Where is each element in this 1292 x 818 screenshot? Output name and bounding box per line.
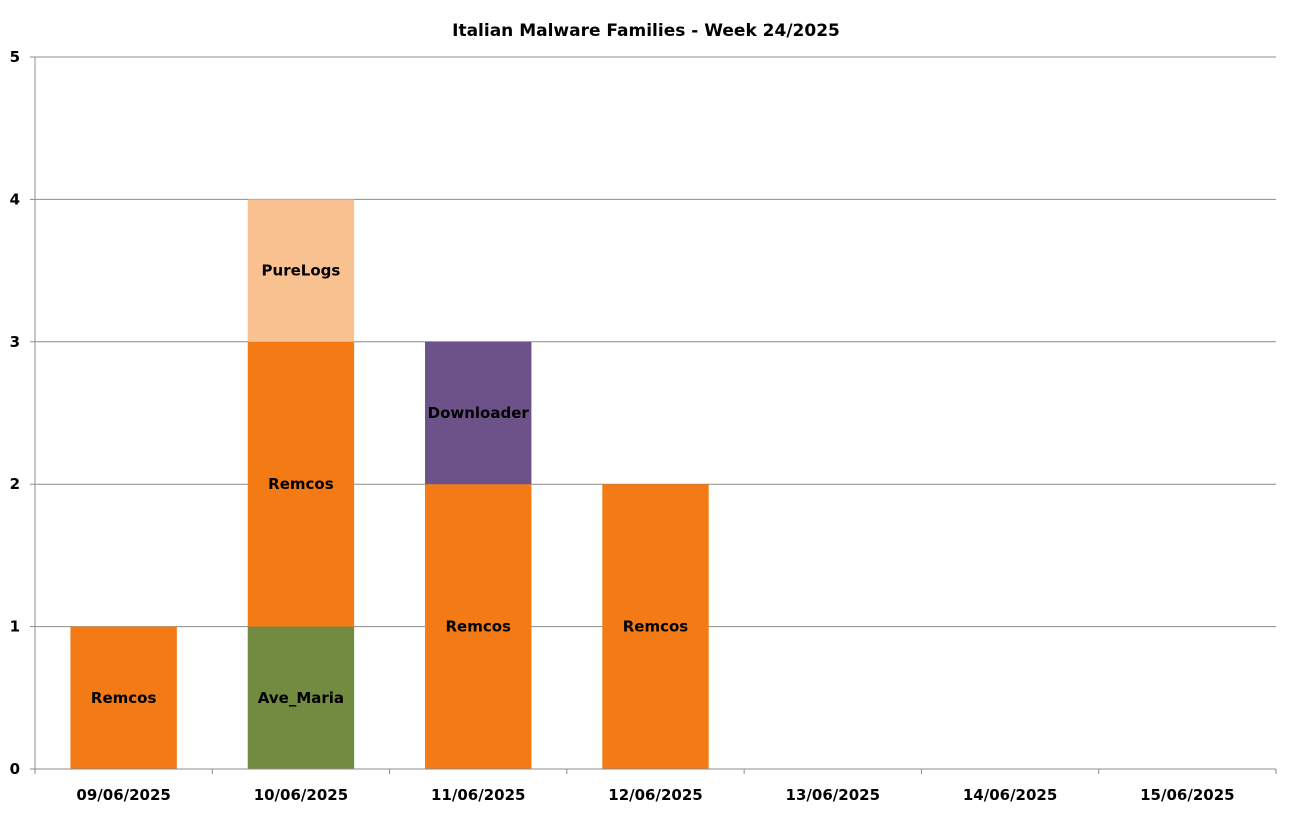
x-tick-label: 10/06/2025 bbox=[254, 786, 348, 804]
bar-segment-label: Ave_Maria bbox=[258, 689, 344, 707]
y-tick-label: 0 bbox=[10, 760, 20, 778]
bar-segment-label: Remcos bbox=[445, 618, 511, 636]
bar-segment bbox=[602, 484, 709, 769]
tick-labels: 0 1 2 3 4 5 09/06/2025 10/06/2025 11/06/2025 12/0… bbox=[10, 48, 1235, 804]
y-tick-label: 3 bbox=[10, 333, 20, 351]
bar-stacks: Remcos Ave_Maria Remcos PureLogs Remcos Downl… bbox=[70, 199, 709, 769]
bar-segment bbox=[70, 626, 177, 769]
bar-segment bbox=[247, 199, 355, 342]
bar-segment bbox=[247, 341, 355, 627]
y-tick-label: 1 bbox=[10, 618, 20, 636]
bar-segment-label: Downloader bbox=[428, 404, 530, 422]
bar-segment-label: PureLogs bbox=[262, 262, 341, 280]
x-tick-label: 14/06/2025 bbox=[963, 786, 1057, 804]
bar-segment bbox=[247, 626, 355, 769]
bar-segment-label: Remcos bbox=[623, 618, 689, 636]
x-tick-label: 12/06/2025 bbox=[608, 786, 702, 804]
grid-lines bbox=[35, 56, 1276, 628]
bar-segment-label: Remcos bbox=[268, 475, 334, 493]
bar-segment bbox=[425, 341, 532, 485]
bar-segment-label: Remcos bbox=[91, 689, 157, 707]
x-tick-label: 15/06/2025 bbox=[1140, 786, 1234, 804]
y-tick-label: 2 bbox=[10, 475, 20, 493]
y-tick-label: 5 bbox=[10, 48, 20, 66]
chart-title: Italian Malware Families - Week 24/2025 bbox=[452, 21, 840, 41]
y-tick-label: 4 bbox=[10, 190, 20, 208]
bar-segment bbox=[425, 484, 532, 769]
x-tick-label: 11/06/2025 bbox=[431, 786, 525, 804]
x-tick-label: 13/06/2025 bbox=[786, 786, 880, 804]
x-tick-label: 09/06/2025 bbox=[76, 786, 170, 804]
axes bbox=[30, 56, 1277, 774]
